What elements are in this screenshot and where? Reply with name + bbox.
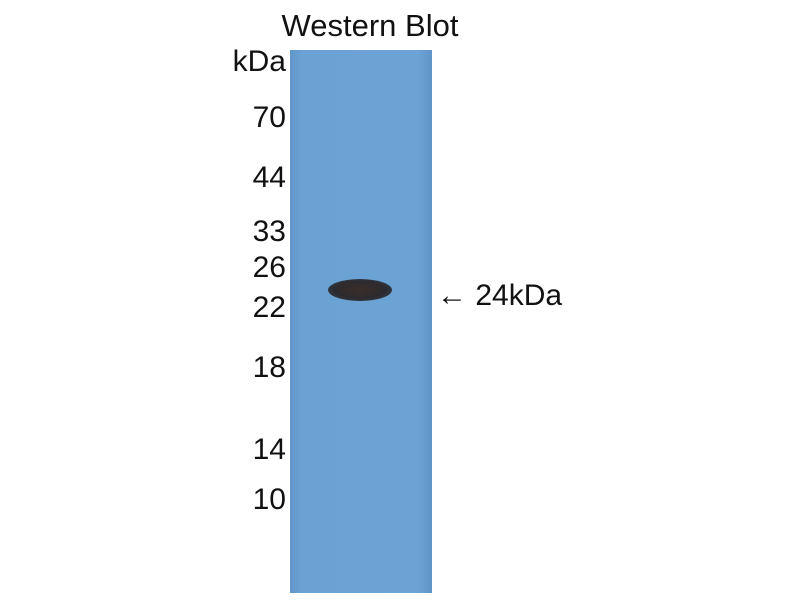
marker-44: 44: [252, 161, 286, 194]
unit-label: kDa: [232, 45, 286, 78]
marker-26: 26: [252, 251, 286, 284]
marker-14: 14: [252, 433, 286, 466]
marker-22: 22: [252, 291, 286, 324]
marker-70: 70: [252, 101, 286, 134]
blot-membrane: [290, 50, 432, 593]
marker-10: 10: [252, 483, 286, 516]
marker-33: 33: [252, 215, 286, 248]
marker-18: 18: [252, 351, 286, 384]
band-annotation: ← 24kDa: [437, 280, 562, 312]
arrow-left-icon: ←: [437, 279, 467, 312]
protein-band: [328, 279, 392, 301]
band-size-label: 24kDa: [475, 279, 563, 312]
figure-title: Western Blot: [281, 8, 459, 43]
